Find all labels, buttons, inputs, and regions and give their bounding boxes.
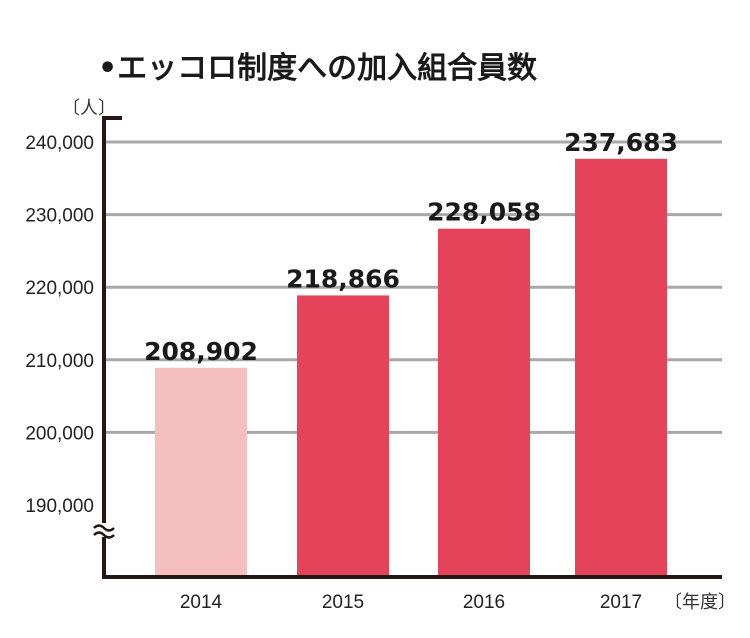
x-tick-label-2016: 2016 — [463, 592, 505, 613]
bars — [155, 158, 667, 578]
data-label-2015: 218,866 — [286, 264, 400, 293]
y-axis-ticks: 190,000 200,000 210,000 220,000 230,000 240,0… — [25, 133, 94, 517]
axes — [92, 116, 722, 579]
y-tick-label: 210,000 — [25, 351, 94, 372]
y-tick-label: 190,000 — [25, 496, 94, 517]
y-axis-unit-label: 〔人〕 — [62, 98, 116, 119]
chart-title: •エッコロ制度への加入組合員数 — [98, 51, 538, 86]
data-label-2016: 228,058 — [427, 198, 541, 227]
x-tick-label-2017: 2017 — [600, 592, 642, 613]
x-axis-ticks: 2014 2015 2016 2017 — [180, 592, 642, 613]
data-label-2014: 208,902 — [144, 337, 258, 366]
bar-2016 — [438, 228, 530, 577]
x-tick-label-2014: 2014 — [180, 592, 223, 613]
data-label-2017: 237,683 — [564, 128, 678, 157]
data-labels: 208,902 218,866 228,058 237,683 — [144, 128, 678, 366]
bar-2014 — [155, 367, 247, 577]
y-tick-label: 200,000 — [25, 423, 94, 444]
bar-2015 — [297, 295, 389, 577]
x-tick-label-2015: 2015 — [322, 592, 364, 613]
y-tick-label: 220,000 — [25, 278, 94, 299]
x-axis-unit-label: 〔年度〕 — [664, 592, 736, 613]
y-tick-label: 230,000 — [25, 206, 94, 227]
y-tick-label: 240,000 — [25, 133, 94, 154]
axis-break-mark-upper — [93, 524, 115, 532]
axis-break-mark-lower — [93, 531, 115, 539]
bar-2017 — [575, 158, 667, 578]
